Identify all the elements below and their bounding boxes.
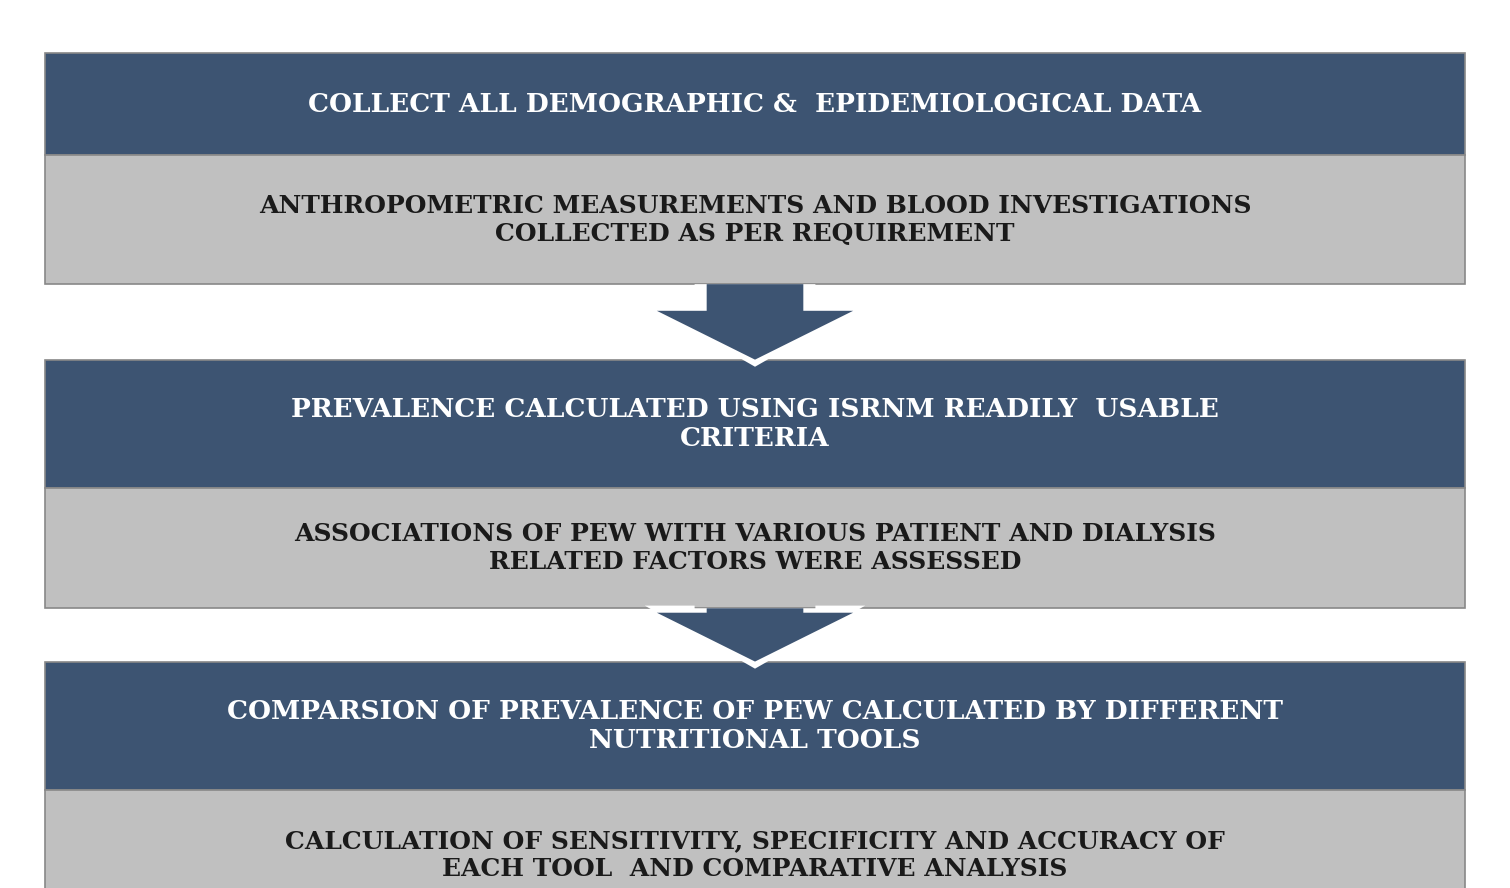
FancyBboxPatch shape — [45, 662, 1465, 790]
FancyBboxPatch shape — [45, 360, 1465, 488]
Polygon shape — [645, 606, 865, 669]
Text: ASSOCIATIONS OF PEW WITH VARIOUS PATIENT AND DIALYSIS
RELATED FACTORS WERE ASSES: ASSOCIATIONS OF PEW WITH VARIOUS PATIENT… — [294, 522, 1216, 575]
FancyBboxPatch shape — [45, 53, 1465, 155]
Text: COMPARSION OF PREVALENCE OF PEW CALCULATED BY DIFFERENT
NUTRITIONAL TOOLS: COMPARSION OF PREVALENCE OF PEW CALCULAT… — [226, 699, 1284, 753]
Polygon shape — [657, 284, 853, 360]
FancyBboxPatch shape — [45, 488, 1465, 608]
Text: ANTHROPOMETRIC MEASUREMENTS AND BLOOD INVESTIGATIONS
COLLECTED AS PER REQUIREMEN: ANTHROPOMETRIC MEASUREMENTS AND BLOOD IN… — [258, 194, 1252, 246]
FancyBboxPatch shape — [45, 790, 1465, 888]
Text: COLLECT ALL DEMOGRAPHIC &  EPIDEMIOLOGICAL DATA: COLLECT ALL DEMOGRAPHIC & EPIDEMIOLOGICA… — [308, 91, 1202, 117]
Text: PREVALENCE CALCULATED USING ISRNM READILY  USABLE
CRITERIA: PREVALENCE CALCULATED USING ISRNM READIL… — [291, 397, 1219, 451]
Polygon shape — [645, 284, 865, 367]
FancyBboxPatch shape — [45, 155, 1465, 284]
Polygon shape — [657, 608, 853, 662]
Text: CALCULATION OF SENSITIVITY, SPECIFICITY AND ACCURACY OF
EACH TOOL  AND COMPARATI: CALCULATION OF SENSITIVITY, SPECIFICITY … — [285, 829, 1225, 881]
